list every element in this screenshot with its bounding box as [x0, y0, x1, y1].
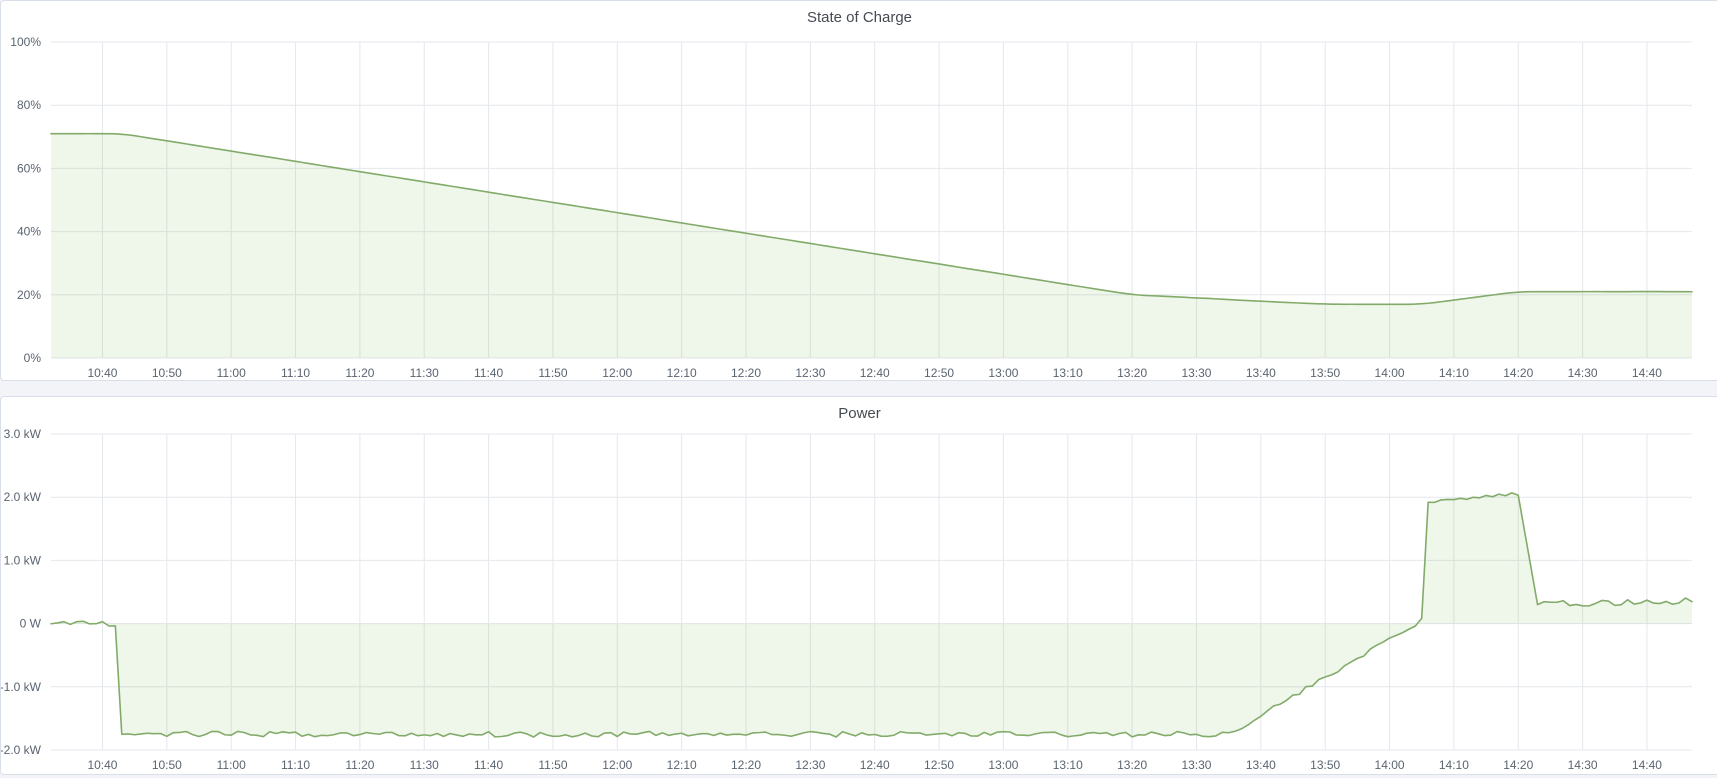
svg-text:3.0 kW: 3.0 kW: [4, 427, 42, 441]
svg-text:60%: 60%: [17, 161, 41, 175]
svg-text:12:40: 12:40: [860, 366, 890, 380]
svg-text:11:10: 11:10: [281, 366, 310, 380]
svg-text:11:30: 11:30: [410, 758, 439, 772]
svg-text:10:40: 10:40: [87, 366, 117, 380]
svg-text:12:10: 12:10: [667, 366, 697, 380]
svg-text:12:10: 12:10: [667, 758, 697, 772]
svg-text:14:00: 14:00: [1375, 366, 1405, 380]
svg-text:-2.0 kW: -2.0 kW: [1, 743, 42, 757]
svg-text:12:30: 12:30: [795, 366, 825, 380]
svg-text:10:50: 10:50: [152, 366, 182, 380]
svg-text:11:30: 11:30: [410, 366, 439, 380]
svg-text:11:40: 11:40: [474, 758, 503, 772]
svg-text:11:20: 11:20: [345, 366, 374, 380]
svg-text:12:30: 12:30: [795, 758, 825, 772]
svg-text:13:50: 13:50: [1310, 758, 1340, 772]
svg-text:14:10: 14:10: [1439, 366, 1469, 380]
svg-text:13:10: 13:10: [1053, 366, 1083, 380]
svg-text:11:00: 11:00: [217, 366, 246, 380]
svg-text:11:00: 11:00: [217, 758, 246, 772]
svg-text:13:20: 13:20: [1117, 366, 1147, 380]
svg-text:14:40: 14:40: [1632, 758, 1662, 772]
svg-text:14:20: 14:20: [1503, 758, 1533, 772]
svg-text:13:40: 13:40: [1246, 758, 1276, 772]
svg-text:12:00: 12:00: [602, 366, 632, 380]
svg-text:0 W: 0 W: [20, 617, 42, 631]
svg-text:12:20: 12:20: [731, 758, 761, 772]
svg-text:100%: 100%: [10, 35, 41, 49]
svg-text:12:50: 12:50: [924, 366, 954, 380]
svg-text:13:00: 13:00: [988, 366, 1018, 380]
svg-text:11:10: 11:10: [281, 758, 310, 772]
svg-text:11:20: 11:20: [345, 758, 374, 772]
svg-text:13:10: 13:10: [1053, 758, 1083, 772]
svg-text:2.0 kW: 2.0 kW: [4, 490, 42, 504]
svg-text:12:40: 12:40: [860, 758, 890, 772]
svg-text:13:20: 13:20: [1117, 758, 1147, 772]
svg-text:-1.0 kW: -1.0 kW: [1, 680, 42, 694]
svg-text:20%: 20%: [17, 288, 41, 302]
svg-text:0%: 0%: [24, 351, 42, 365]
svg-text:13:40: 13:40: [1246, 366, 1276, 380]
svg-text:13:30: 13:30: [1181, 366, 1211, 380]
svg-text:14:30: 14:30: [1568, 758, 1598, 772]
svg-text:11:50: 11:50: [538, 366, 567, 380]
svg-text:14:30: 14:30: [1568, 366, 1598, 380]
svg-text:12:50: 12:50: [924, 758, 954, 772]
svg-text:12:20: 12:20: [731, 366, 761, 380]
svg-text:11:40: 11:40: [474, 366, 503, 380]
svg-text:13:30: 13:30: [1181, 758, 1211, 772]
svg-text:14:20: 14:20: [1503, 366, 1533, 380]
svg-text:14:40: 14:40: [1632, 366, 1662, 380]
svg-text:State of Charge: State of Charge: [807, 9, 912, 26]
svg-text:80%: 80%: [17, 98, 41, 112]
svg-text:12:00: 12:00: [602, 758, 632, 772]
svg-text:40%: 40%: [17, 225, 41, 239]
svg-text:10:40: 10:40: [87, 758, 117, 772]
svg-text:1.0 kW: 1.0 kW: [4, 553, 42, 567]
svg-text:10:50: 10:50: [152, 758, 182, 772]
svg-text:14:00: 14:00: [1375, 758, 1405, 772]
svg-text:Power: Power: [838, 405, 881, 422]
svg-text:13:50: 13:50: [1310, 366, 1340, 380]
svg-text:13:00: 13:00: [988, 758, 1018, 772]
svg-text:14:10: 14:10: [1439, 758, 1469, 772]
svg-text:11:50: 11:50: [538, 758, 567, 772]
